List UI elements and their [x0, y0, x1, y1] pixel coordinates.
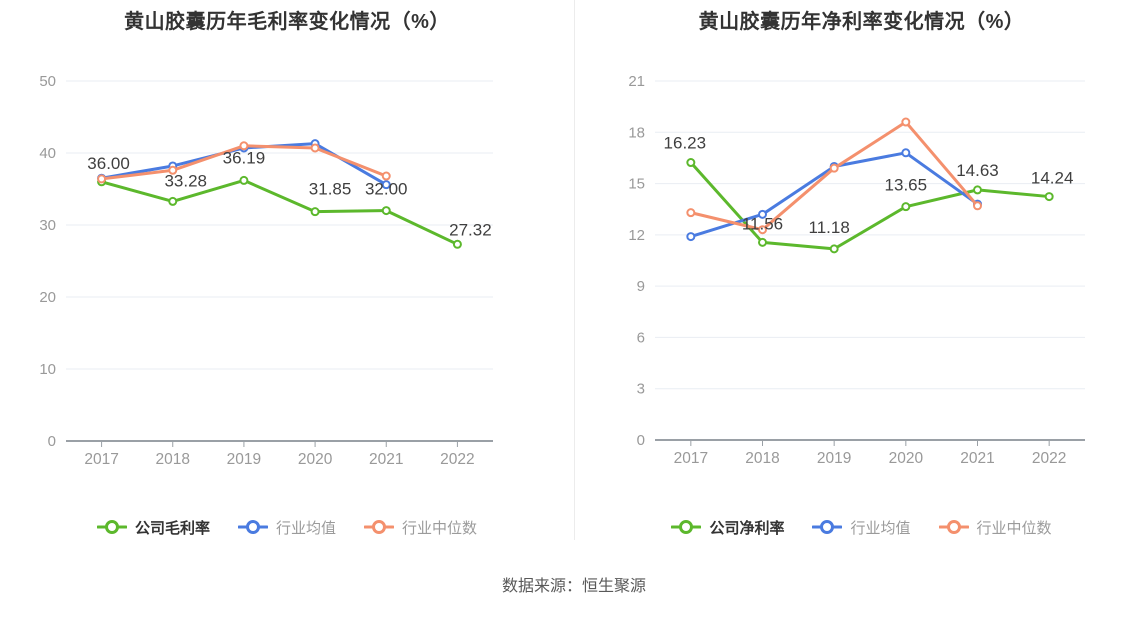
gross-margin-chart-title: 黄山胶囊历年毛利率变化情况（%）	[124, 11, 450, 33]
svg-text:14.63: 14.63	[956, 161, 999, 180]
svg-text:18: 18	[628, 124, 645, 141]
gridlines	[655, 80, 1085, 390]
svg-text:12: 12	[628, 227, 645, 244]
legend-item-行业中位数[interactable]: 行业中位数	[364, 517, 477, 538]
svg-text:40: 40	[39, 145, 56, 162]
svg-text:27.32: 27.32	[449, 220, 492, 239]
legend-label: 行业均值	[275, 519, 336, 537]
gridlines	[66, 80, 493, 370]
gross-margin-chart-panel: 黄山胶囊历年毛利率变化情况（%） 0 10 20 30 40 50 2017 2018 2019…	[0, 0, 574, 540]
data-labels: 16.23 11.56 11.18 13.65 14.63 14.24	[664, 134, 1074, 237]
legend-item-行业均值[interactable]: 行业均值	[812, 517, 911, 538]
data-source-note: 数据来源：恒生聚源	[501, 578, 646, 595]
y-axis-labels: 0 10 20 30 40 50	[39, 73, 56, 450]
net-margin-line-chart: 0 3 6 9 12 15 18 21 2017 2018 2019 2020 2021 2022 16.2…	[628, 73, 1085, 467]
svg-text:13.65: 13.65	[885, 176, 928, 195]
series-line-行业中位数	[686, 117, 982, 235]
svg-text:14.24: 14.24	[1031, 169, 1074, 188]
legend-label: 行业中位数	[402, 519, 478, 537]
svg-text:2018: 2018	[745, 450, 779, 467]
svg-text:9: 9	[637, 278, 645, 295]
data-labels: 36.00 33.28 36.19 31.85 32.00 27.32	[87, 148, 491, 239]
svg-text:31.85: 31.85	[309, 180, 352, 199]
legend-line-marker-icon	[938, 520, 969, 534]
legend-item-公司毛利率[interactable]: 公司毛利率	[96, 517, 210, 538]
svg-text:21: 21	[628, 73, 645, 90]
legend-label: 公司净利率	[709, 519, 785, 537]
svg-text:11.56: 11.56	[742, 214, 783, 233]
gross-margin-chart-legend: 公司毛利率 行业均值 行业中位数	[0, 514, 574, 540]
net-margin-chart-title: 黄山胶囊历年净利率变化情况（%）	[698, 11, 1025, 33]
svg-text:2019: 2019	[227, 451, 261, 468]
svg-text:0: 0	[637, 432, 645, 449]
legend-item-行业均值[interactable]: 行业均值	[237, 517, 336, 538]
legend-label: 行业中位数	[976, 519, 1052, 537]
x-axis: 2017 2018 2019 2020 2021 2022	[66, 440, 493, 468]
svg-text:15: 15	[628, 176, 645, 193]
legend-item-公司净利率[interactable]: 公司净利率	[671, 517, 784, 538]
gross-margin-line-chart: 0 10 20 30 40 50 2017 2018 2019 2020 2021 2022 36.00…	[39, 73, 493, 468]
series-line-公司净利率	[686, 158, 1054, 254]
chart-panels: 黄山胶囊历年毛利率变化情况（%） 0 10 20 30 40 50 2017 2018 2019…	[0, 0, 1148, 540]
y-axis-labels: 0 3 6 9 12 15 18 21	[628, 73, 645, 449]
svg-text:11.18: 11.18	[809, 218, 850, 237]
svg-text:2018: 2018	[156, 451, 190, 468]
svg-text:2017: 2017	[84, 451, 118, 468]
svg-text:2021: 2021	[369, 451, 403, 468]
legend-line-marker-icon	[671, 520, 702, 534]
svg-text:2019: 2019	[817, 450, 851, 467]
svg-text:32.00: 32.00	[365, 180, 408, 199]
svg-text:6: 6	[637, 329, 645, 346]
svg-text:16.23: 16.23	[664, 134, 707, 153]
net-margin-chart-legend: 公司净利率 行业均值 行业中位数	[575, 514, 1148, 540]
svg-text:30: 30	[39, 217, 56, 234]
net-margin-chart-panel: 黄山胶囊历年净利率变化情况（%） 0 3 6 9 12 15 18 21 2017 2018 201…	[574, 0, 1148, 540]
svg-text:2021: 2021	[960, 450, 994, 467]
legend-item-行业中位数[interactable]: 行业中位数	[938, 517, 1052, 538]
legend-line-marker-icon	[364, 520, 394, 534]
svg-text:36.19: 36.19	[223, 148, 266, 167]
legend-label: 公司毛利率	[134, 519, 210, 537]
svg-text:20: 20	[39, 289, 56, 306]
legend-line-marker-icon	[812, 520, 843, 534]
svg-text:2020: 2020	[889, 450, 924, 467]
svg-text:3: 3	[637, 381, 645, 398]
legend-line-marker-icon	[237, 520, 268, 534]
svg-text:2020: 2020	[298, 451, 333, 468]
legend-line-marker-icon	[96, 520, 127, 534]
svg-text:0: 0	[48, 433, 56, 450]
svg-text:33.28: 33.28	[164, 171, 207, 190]
series-line-行业中位数	[97, 141, 391, 184]
svg-text:10: 10	[39, 361, 56, 378]
svg-text:50: 50	[39, 73, 56, 90]
svg-text:2017: 2017	[674, 450, 708, 467]
x-axis: 2017 2018 2019 2020 2021 2022	[655, 439, 1085, 467]
legend-label: 行业均值	[850, 519, 911, 537]
svg-text:2022: 2022	[440, 451, 474, 468]
svg-text:2022: 2022	[1032, 450, 1066, 467]
svg-text:36.00: 36.00	[87, 154, 130, 173]
